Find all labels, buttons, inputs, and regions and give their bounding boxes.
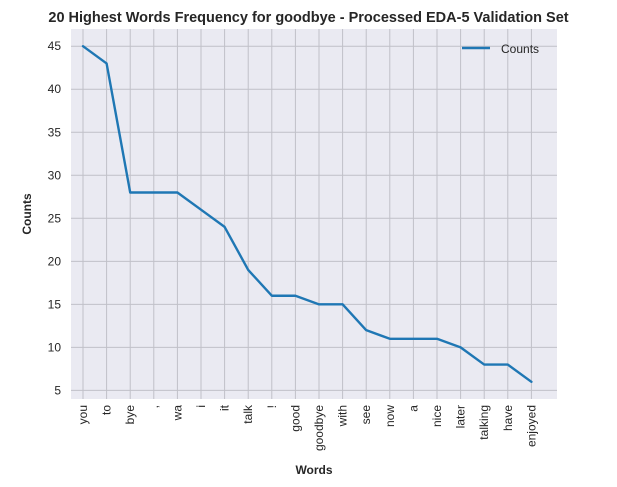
y-tick-label: 25 [48, 211, 62, 225]
series-line-counts [81, 45, 533, 383]
x-tick-label: i [194, 405, 208, 408]
legend: Counts [462, 42, 539, 56]
x-tick-label: later [454, 405, 468, 428]
x-tick-label: enjoyed [524, 405, 538, 447]
x-tick-label: have [501, 405, 515, 431]
y-tick-label: 35 [48, 125, 62, 139]
y-tick-label: 20 [48, 254, 62, 268]
plot-area [71, 29, 557, 399]
y-axis-label: Counts [20, 193, 34, 235]
y-axis-ticks: 5 10 15 20 25 30 35 40 45 [48, 39, 62, 397]
x-tick-label: , [147, 405, 161, 408]
y-tick-label: 40 [48, 82, 62, 96]
series [81, 45, 533, 383]
legend-label: Counts [501, 42, 539, 56]
x-tick-label: you [76, 405, 90, 424]
x-tick-label: talking [477, 405, 491, 440]
y-tick-label: 5 [54, 383, 61, 397]
x-axis-label: Words [295, 463, 332, 477]
x-tick-label: to [100, 405, 114, 415]
x-tick-label: now [383, 405, 397, 427]
x-tick-label: nice [430, 405, 444, 427]
y-tick-label: 30 [48, 168, 62, 182]
x-tick-label: a [406, 405, 420, 412]
x-tick-label: talk [241, 404, 255, 424]
x-tick-label: good [288, 405, 302, 432]
x-tick-label: bye [123, 405, 137, 425]
chart-title: 20 Highest Words Frequency for goodbye -… [48, 10, 569, 26]
y-tick-label: 10 [48, 340, 62, 354]
x-tick-label: see [359, 405, 373, 425]
x-axis-ticks: you to bye, wa i it talk! good goodbye with see now… [76, 404, 538, 451]
x-tick-label: goodbye [312, 405, 326, 451]
grid [71, 29, 557, 399]
y-tick-label: 15 [48, 297, 62, 311]
x-tick-label: wa [170, 405, 184, 422]
x-tick-label: ! [265, 405, 279, 408]
y-tick-label: 45 [48, 39, 62, 53]
x-tick-label: it [218, 404, 232, 411]
x-tick-label: with [336, 405, 350, 427]
